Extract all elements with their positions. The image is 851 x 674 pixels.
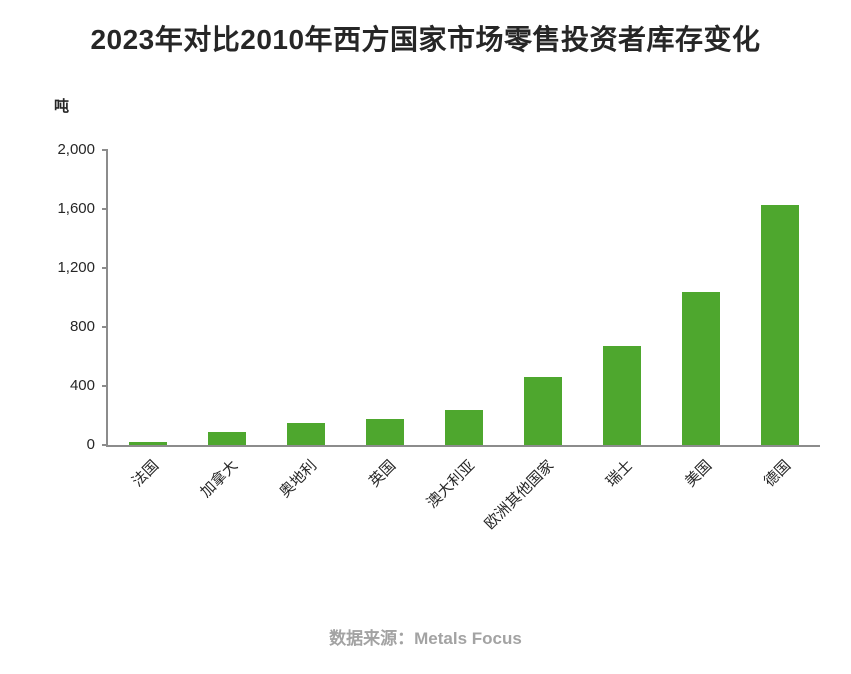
bar-slot: 英国	[345, 150, 424, 490]
chart-title: 2023年对比2010年西方国家市场零售投资者库存变化	[90, 24, 761, 55]
bar	[444, 410, 483, 445]
y-axis-tick-mark	[102, 149, 108, 151]
x-axis-category-label: 法国	[128, 457, 162, 491]
bar	[524, 377, 563, 445]
data-source-label: 数据来源：Metals Focus	[329, 629, 522, 648]
y-axis-tick-label: 1,600	[57, 200, 95, 217]
bar	[207, 432, 246, 445]
bar	[682, 292, 721, 445]
bar-slot: 欧洲其他国家	[482, 150, 583, 533]
y-axis-tick-label: 800	[69, 318, 95, 335]
y-axis-tick-label: 400	[69, 377, 95, 394]
x-axis-category-label: 英国	[365, 457, 400, 491]
y-axis-tick-mark	[102, 326, 108, 328]
bar-slot: 美国	[662, 150, 741, 490]
bar	[761, 204, 800, 445]
y-axis-unit-label: 吨	[54, 98, 70, 115]
x-axis-category-label: 德国	[761, 457, 795, 491]
y-axis-tick-label: 1,200	[57, 259, 95, 276]
bar-slot: 德国	[741, 150, 820, 490]
bar-slot: 澳大利亚	[424, 150, 503, 512]
bars: 法国 加拿大 奥地利 英国 澳大利亚 欧洲其他国家 瑞士 美国 德国	[108, 150, 820, 533]
x-axis-category-label: 欧洲其他国家	[481, 457, 558, 533]
y-axis-tick-mark	[102, 267, 108, 269]
bar	[365, 419, 404, 445]
y-axis-tick-label: 0	[86, 436, 95, 453]
bar-slot: 加拿大	[187, 150, 266, 501]
bar	[603, 346, 642, 445]
bar	[128, 442, 167, 445]
y-axis-tick-mark	[102, 208, 108, 210]
y-axis-tick-mark	[102, 385, 108, 387]
bar-slot: 法国	[108, 150, 187, 490]
x-axis-category-label: 美国	[682, 457, 716, 491]
y-axis-tick-label: 2,000	[57, 141, 95, 158]
plot-area: 法国 加拿大 奥地利 英国 澳大利亚 欧洲其他国家 瑞士 美国 德国 0 400 800 1,200 1…	[57, 142, 820, 533]
x-axis-category-label: 澳大利亚	[423, 457, 479, 512]
bar-slot: 奥地利	[266, 150, 345, 501]
bar-slot: 瑞士	[583, 150, 662, 490]
y-axis-tick-mark	[102, 444, 108, 446]
x-axis-category-label: 瑞士	[603, 457, 637, 491]
bar	[286, 422, 325, 445]
x-axis-category-label: 奥地利	[276, 457, 320, 501]
x-axis-category-label: 加拿大	[196, 457, 241, 501]
